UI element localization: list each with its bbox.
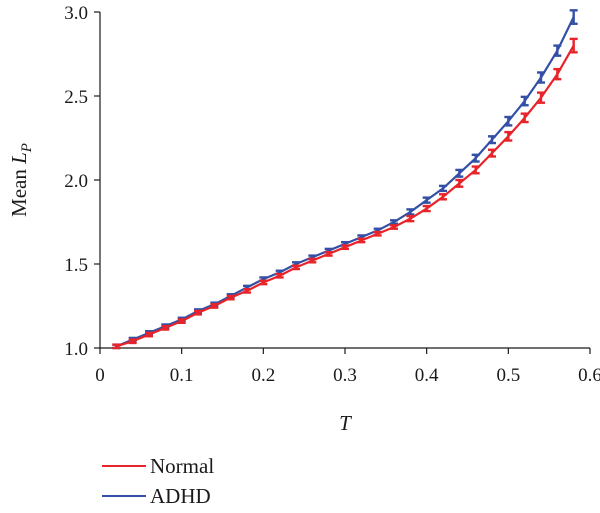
error-bar-normal	[308, 257, 317, 264]
error-bar-normal	[145, 331, 153, 338]
error-bar-normal	[341, 244, 349, 251]
error-bar-normal	[455, 178, 464, 188]
x-tick-label: 0	[95, 365, 105, 386]
error-bar-normal	[439, 193, 447, 201]
legend-label-adhd: ADHD	[150, 484, 211, 508]
error-bar-adhd	[390, 219, 398, 225]
y-axis-title-variable: L	[7, 152, 31, 165]
y-axis-title-main: Mean	[7, 164, 31, 217]
error-bar-normal	[128, 338, 137, 345]
error-bar-adhd	[422, 196, 431, 204]
error-bar-adhd	[553, 44, 562, 57]
error-bar-normal	[210, 303, 219, 309]
error-bar-adhd	[471, 153, 480, 163]
y-axis-title: Mean LP	[7, 143, 35, 217]
error-bar-normal	[226, 294, 235, 301]
x-tick-label: 0.4	[415, 365, 439, 386]
error-bar-normal	[112, 343, 121, 350]
error-bar-normal	[243, 288, 251, 294]
error-bar-normal	[504, 130, 513, 142]
error-bar-adhd	[537, 71, 545, 84]
error-bar-adhd	[520, 95, 529, 107]
y-tick-label: 2.5	[64, 87, 88, 108]
error-bar-adhd	[406, 208, 415, 216]
legend-label-normal: Normal	[150, 454, 214, 478]
series-line-normal	[116, 45, 575, 348]
error-bar-normal	[357, 237, 366, 244]
error-bar-normal	[553, 67, 562, 81]
x-tick-label: 0.1	[170, 365, 194, 386]
y-tick-label: 1.0	[64, 339, 88, 360]
error-bar-adhd	[488, 135, 496, 145]
error-bar-normal	[324, 251, 333, 257]
error-bar-adhd	[439, 184, 447, 193]
x-axis-title: T	[339, 411, 352, 435]
legend: Normal ADHD	[102, 454, 214, 508]
y-tick-label: 2.0	[64, 171, 88, 192]
series-layer	[112, 9, 578, 350]
x-tick-label: 0.5	[496, 365, 520, 386]
error-bar-normal	[373, 230, 382, 237]
y-tick-label: 1.5	[64, 255, 88, 276]
x-tick-label: 0.2	[251, 365, 275, 386]
x-tick-label: 0.6	[578, 365, 600, 386]
error-bar-normal	[292, 264, 300, 271]
error-bar-normal	[161, 324, 170, 331]
x-tick-label: 0.3	[333, 365, 357, 386]
error-bar-normal	[569, 37, 578, 54]
y-tick-label: 3.0	[64, 3, 88, 24]
error-bar-adhd	[504, 115, 513, 127]
error-bar-normal	[422, 204, 431, 213]
series-line-adhd	[115, 16, 575, 348]
error-bar-normal	[390, 224, 398, 230]
y-axis-title-subscript: P	[19, 143, 35, 153]
error-bar-normal	[406, 214, 415, 223]
error-bar-normal	[275, 272, 284, 279]
error-bar-normal	[259, 279, 268, 286]
error-bar-normal	[488, 148, 496, 158]
error-bar-adhd	[455, 168, 464, 178]
error-bar-adhd	[569, 9, 578, 25]
error-bar-normal	[520, 112, 529, 124]
error-bar-normal	[471, 165, 480, 175]
error-bar-normal	[194, 309, 202, 316]
error-bar-normal	[177, 318, 186, 324]
error-bar-normal	[537, 91, 545, 104]
axes: 0 0.1 0.2 0.3 0.4 0.5 0.6 1.0 1.5 2.0 2.5 3.0	[64, 3, 600, 386]
